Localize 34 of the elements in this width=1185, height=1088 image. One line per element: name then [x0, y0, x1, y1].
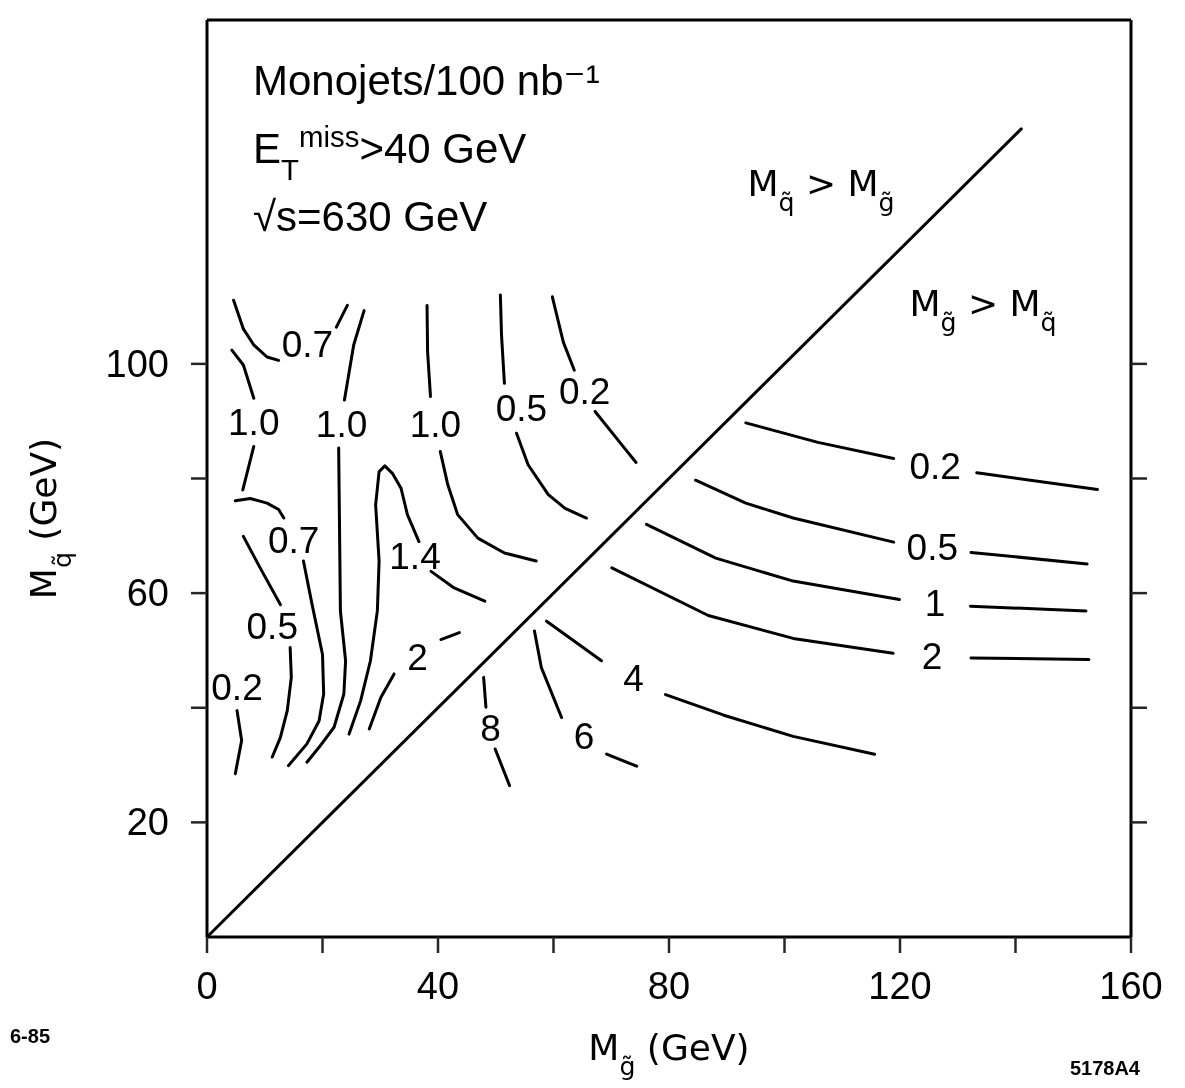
series-label: 1.4 [389, 535, 441, 577]
annotation: M$_{g̃}$ > M$_{q̃}$ [909, 283, 1057, 337]
x-axis-title: M$_{g̃}$ (GeV) [588, 1027, 750, 1081]
series-label: 0.2 [211, 666, 263, 708]
series-label: 0.2 [909, 445, 961, 487]
series-label: 1 [924, 582, 946, 624]
text: 5178A4 [1069, 1057, 1141, 1079]
series-label: 2 [921, 635, 943, 677]
x-tick-label: 120 [868, 965, 932, 1007]
series-label: 2 [407, 636, 428, 678]
series-label: 0.7 [267, 519, 320, 561]
series-label: 1.0 [228, 401, 280, 443]
series-label: 4 [623, 657, 644, 699]
annotation: M$_{q̃}$ > M$_{g̃}$ [747, 163, 895, 217]
series-label: 0.5 [246, 605, 298, 647]
x-tick-label: 0 [196, 965, 218, 1007]
series-label: 0.7 [281, 323, 334, 365]
series-label: 8 [480, 707, 501, 749]
series-label: 0.5 [495, 387, 548, 429]
y-tick-label: 100 [105, 342, 169, 385]
x-tick-label: 80 [647, 965, 691, 1007]
series-label: 1.0 [315, 403, 368, 445]
series-label: 0.5 [906, 526, 959, 568]
annotation: √s=630 GeV [253, 193, 488, 240]
x-tick-label: 40 [416, 965, 460, 1007]
series-label: 6 [573, 715, 595, 757]
series-label: 0.2 [558, 370, 611, 412]
y-tick-label: 20 [126, 801, 169, 844]
annotation: Monojets/100 nb⁻¹ [253, 57, 600, 104]
text: 6-85 [10, 1025, 51, 1047]
series-label: 1.0 [409, 403, 462, 445]
y-tick-label: 60 [126, 572, 169, 615]
x-tick-label: 160 [1099, 965, 1163, 1007]
annotation: E$_{T}$$^{miss}$>40 GeV [253, 119, 527, 186]
